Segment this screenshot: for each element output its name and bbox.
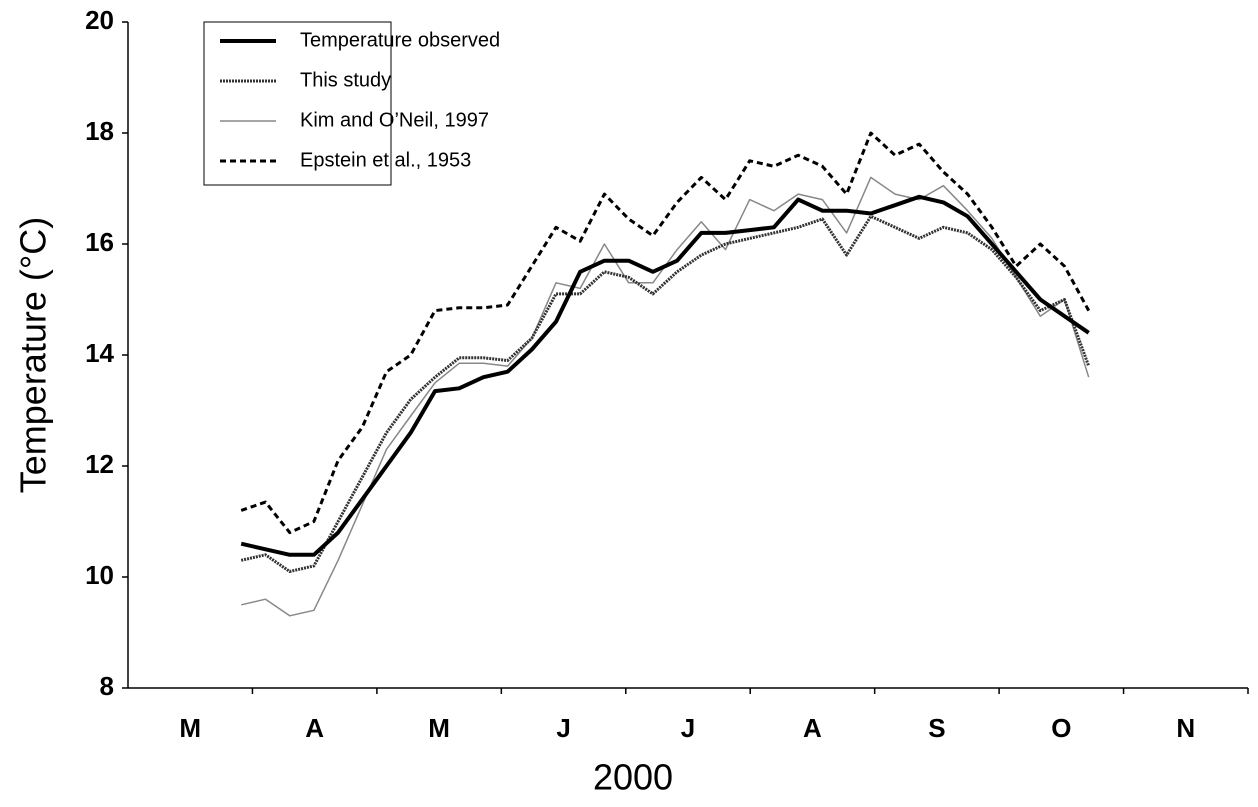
series-line: [240, 214, 1091, 573]
x-tick-label: A: [803, 713, 822, 743]
y-tick-label: 14: [85, 338, 114, 368]
x-tick-label: O: [1051, 713, 1071, 743]
legend-label: Epstein et al., 1953: [300, 149, 471, 171]
x-tick-label: S: [928, 713, 945, 743]
legend-label: Kim and O’Neil, 1997: [300, 109, 489, 131]
legend-label: Temperature observed: [300, 29, 500, 51]
series-line: [241, 176, 1090, 617]
x-tick-label: N: [1176, 713, 1195, 743]
y-tick-label: 18: [85, 116, 114, 146]
y-tick-label: 12: [85, 449, 114, 479]
y-tick-label: 8: [100, 671, 114, 701]
y-tick-label: 10: [85, 560, 114, 590]
x-tick-label: J: [556, 713, 570, 743]
legend-label: This study: [300, 69, 391, 91]
legend-box: [203, 21, 392, 186]
y-tick-label: 16: [85, 227, 114, 257]
series-line: [240, 194, 1090, 557]
x-tick-label: J: [681, 713, 695, 743]
x-tick-label: M: [428, 713, 450, 743]
y-tick-label: 20: [85, 5, 114, 35]
y-axis-label: Temperature (°C): [13, 217, 54, 493]
x-axis-label: 2000: [593, 757, 673, 798]
series-line: [240, 131, 1091, 535]
x-tick-label: A: [305, 713, 324, 743]
x-tick-label: M: [179, 713, 201, 743]
